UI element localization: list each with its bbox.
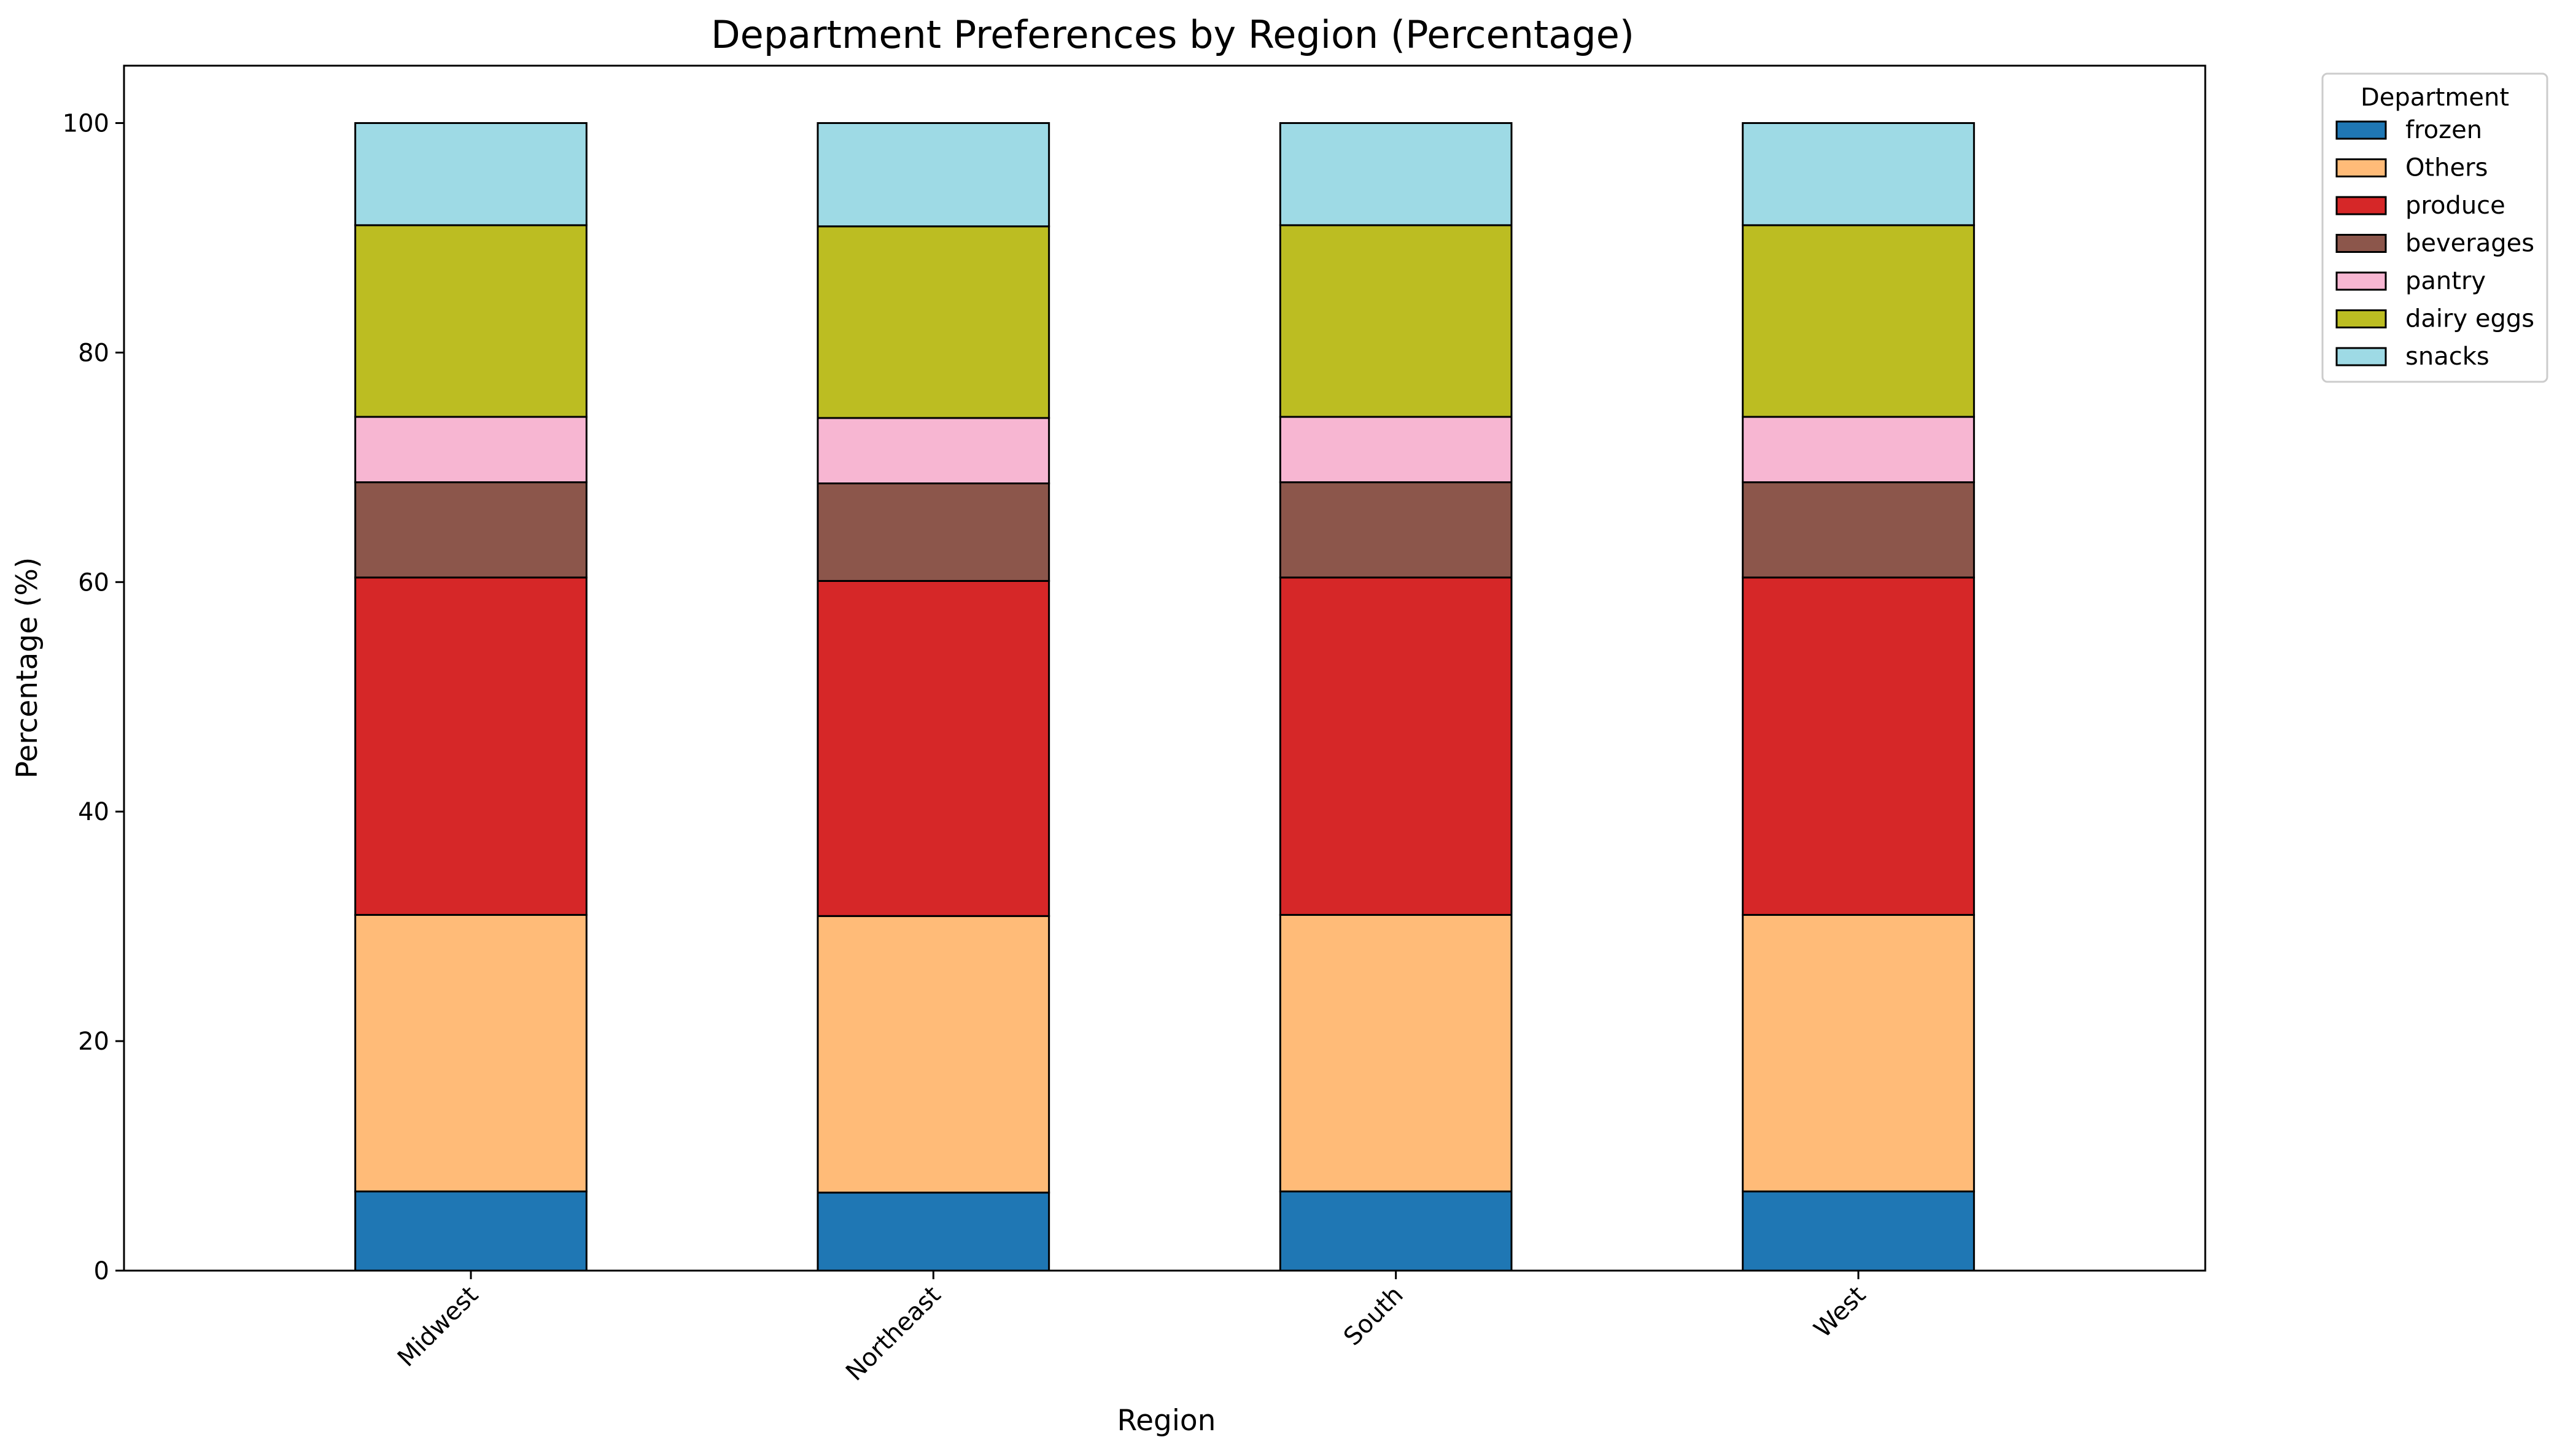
- legend-swatch: [2335, 309, 2387, 328]
- legend-label: produce: [2405, 192, 2505, 220]
- x-tick-label: West: [1809, 1281, 1871, 1344]
- y-tick-label: 20: [78, 1028, 109, 1056]
- bar-segment: [1279, 481, 1513, 579]
- y-axis-title: Percentage (%): [10, 557, 44, 779]
- bar-segment: [1279, 1190, 1513, 1272]
- legend-items: frozen Others produce beverages pantry dairy …: [2335, 116, 2534, 371]
- bar-segment: [354, 122, 588, 227]
- bar-segment: [817, 579, 1050, 917]
- legend-frame: [2321, 72, 2548, 383]
- bar-segment: [817, 1191, 1050, 1272]
- legend: Department frozen Others produce beverages p…: [2321, 72, 2548, 383]
- bar-segment: [1742, 913, 1975, 1193]
- legend-label: frozen: [2405, 116, 2482, 144]
- x-axis: Midwest Northeast South West: [392, 1271, 1871, 1387]
- bar-segment: [1742, 122, 1975, 227]
- legend-label: dairy eggs: [2405, 305, 2534, 333]
- bar-segment: [354, 481, 588, 579]
- bar-segment: [1279, 122, 1513, 227]
- bar-segment: [1279, 913, 1513, 1193]
- x-axis-title: Region: [1117, 1404, 1216, 1438]
- bar-segment: [1742, 416, 1975, 484]
- bar-segment: [354, 416, 588, 484]
- bar-segment: [354, 1190, 588, 1272]
- bar-segment: [1742, 481, 1975, 579]
- x-tick-label: Northeast: [840, 1281, 946, 1387]
- bar-segment: [1279, 576, 1513, 916]
- bar-segment: [817, 122, 1050, 228]
- legend-swatch: [2335, 271, 2387, 291]
- legend-swatch: [2335, 347, 2387, 366]
- plot-frame: [123, 64, 2206, 1272]
- bar-segment: [1279, 416, 1513, 484]
- y-axis: 0 20 40 60 80 100: [63, 109, 124, 1285]
- legend-swatch: [2335, 120, 2387, 140]
- y-tick-label: 0: [94, 1257, 109, 1285]
- y-tick-label: 100: [63, 109, 109, 137]
- bar-segment: [1279, 224, 1513, 418]
- x-tick-label: South: [1338, 1281, 1409, 1352]
- legend-label: beverages: [2405, 230, 2534, 258]
- legend-swatch: [2335, 234, 2387, 253]
- bar-segment: [354, 576, 588, 916]
- legend-label: snacks: [2405, 343, 2489, 371]
- bars-group: [354, 122, 1975, 1272]
- legend-title: Department: [2361, 83, 2509, 112]
- y-tick-label: 80: [78, 339, 109, 367]
- bar-segment: [817, 417, 1050, 485]
- legend-label: Others: [2405, 154, 2488, 182]
- bar-segment: [817, 482, 1050, 582]
- legend-swatch: [2335, 196, 2387, 215]
- y-tick-label: 40: [78, 798, 109, 826]
- bar-segment: [817, 915, 1050, 1194]
- bar-segment: [817, 225, 1050, 419]
- legend-label: pantry: [2405, 267, 2486, 295]
- bar-segment: [1742, 576, 1975, 916]
- bar-segment: [354, 224, 588, 418]
- legend-swatch: [2335, 158, 2387, 177]
- bar-segment: [1742, 1190, 1975, 1272]
- x-tick-label: Midwest: [392, 1281, 484, 1373]
- bar-segment: [1742, 224, 1975, 418]
- y-tick-label: 60: [78, 568, 109, 597]
- chart-title: Department Preferences by Region (Percen…: [711, 12, 1634, 57]
- bar-segment: [354, 913, 588, 1193]
